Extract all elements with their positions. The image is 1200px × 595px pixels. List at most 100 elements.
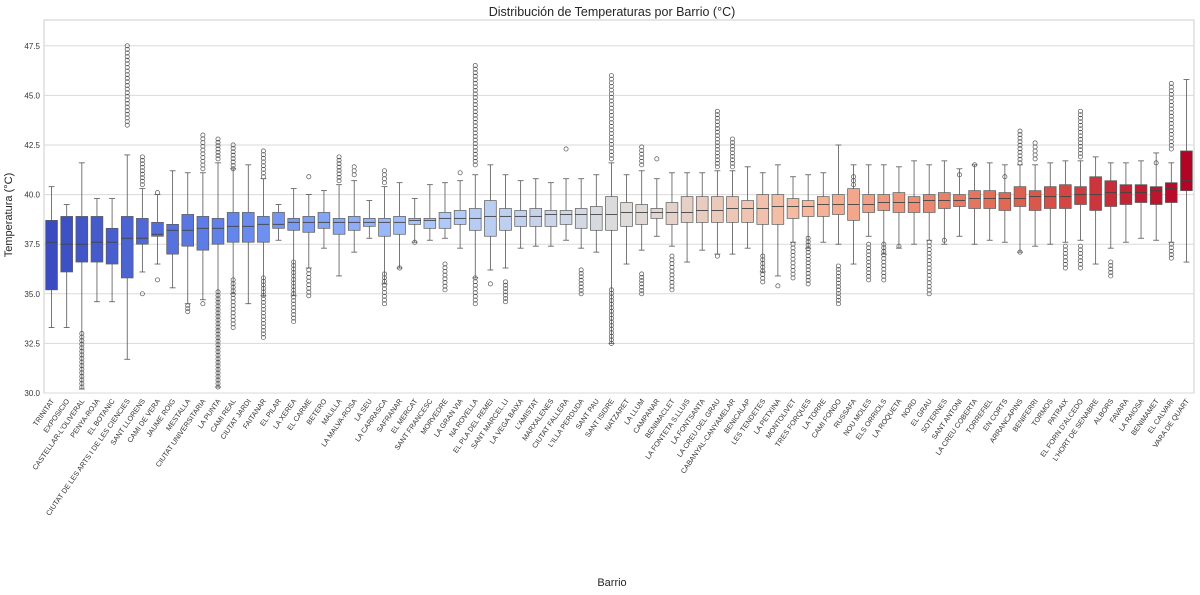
outlier-point xyxy=(124,79,130,85)
outlier-point xyxy=(790,241,796,247)
outlier-point xyxy=(730,157,735,163)
box-body xyxy=(771,194,785,225)
outlier-point xyxy=(1168,95,1174,101)
outlier-point xyxy=(382,275,387,281)
box-62 xyxy=(983,162,996,241)
outlier-point xyxy=(215,306,221,312)
outlier-point xyxy=(185,309,191,315)
outlier-point xyxy=(291,291,297,297)
outlier-point xyxy=(881,259,887,265)
outlier-point xyxy=(1078,261,1083,267)
outlier-point xyxy=(639,151,645,157)
box-44 xyxy=(711,108,724,259)
box-body xyxy=(1043,186,1057,209)
outlier-point xyxy=(382,282,387,288)
outlier-point xyxy=(790,271,796,277)
outlier-point xyxy=(200,158,206,164)
outlier-point xyxy=(730,136,735,142)
outlier-point xyxy=(139,168,145,174)
outlier-point xyxy=(730,140,735,145)
outlier-point xyxy=(291,319,297,325)
outlier-point xyxy=(230,162,236,168)
outlier-point xyxy=(926,280,932,286)
box-61 xyxy=(968,162,981,245)
outlier-point xyxy=(1062,265,1068,271)
box-body xyxy=(1149,186,1163,205)
outlier-point xyxy=(1078,115,1083,121)
box-body xyxy=(226,212,240,243)
outlier-point xyxy=(714,136,720,142)
outlier-point xyxy=(639,155,645,161)
outlier-point xyxy=(1153,160,1159,166)
outlier-point xyxy=(639,274,645,280)
outlier-point xyxy=(608,156,614,162)
outlier-point xyxy=(230,288,236,294)
box-54 xyxy=(862,164,875,283)
box-66 xyxy=(1043,162,1057,245)
outlier-point xyxy=(608,112,614,118)
box-43 xyxy=(695,172,709,251)
box-body xyxy=(120,216,134,279)
outlier-point xyxy=(472,126,478,132)
box-68 xyxy=(1074,108,1087,271)
outlier-point xyxy=(472,63,478,69)
box-42 xyxy=(680,172,694,263)
outlier-point xyxy=(805,246,811,252)
outlier-point xyxy=(291,287,297,293)
box-body xyxy=(1180,150,1193,191)
outlier-point xyxy=(472,95,478,100)
box-29 xyxy=(484,164,497,287)
outlier-point xyxy=(230,314,236,319)
outlier-point xyxy=(124,119,130,124)
outlier-point xyxy=(608,287,614,293)
outlier-point xyxy=(230,156,236,162)
outlier-point xyxy=(124,54,130,60)
outlier-point xyxy=(1078,119,1083,125)
outlier-point xyxy=(881,245,887,251)
outlier-point xyxy=(139,161,145,167)
outlier-point xyxy=(215,317,221,323)
outlier-point xyxy=(941,237,947,243)
outlier-point xyxy=(1168,245,1174,251)
outlier-point xyxy=(260,285,266,291)
box-body xyxy=(711,196,724,223)
outlier-point xyxy=(215,299,221,305)
box-24 xyxy=(408,198,421,245)
outlier-point xyxy=(1078,154,1083,160)
box-body xyxy=(590,206,603,231)
outlier-point xyxy=(79,334,85,340)
outlier-point xyxy=(730,147,735,152)
outlier-point xyxy=(669,253,675,259)
outlier-point xyxy=(1078,133,1083,139)
outlier-point xyxy=(291,305,297,311)
outlier-point xyxy=(790,260,796,266)
box-1 xyxy=(60,204,73,328)
outlier-point xyxy=(306,174,312,180)
outlier-point xyxy=(442,283,448,289)
outlier-point xyxy=(472,112,478,118)
outlier-point xyxy=(714,133,720,139)
outlier-point xyxy=(714,153,720,159)
box-body xyxy=(332,218,346,235)
outlier-point xyxy=(926,254,932,260)
outlier-point xyxy=(866,270,872,276)
outlier-point xyxy=(200,155,206,161)
outlier-point xyxy=(382,278,387,284)
outlier-point xyxy=(608,105,614,111)
outlier-point xyxy=(608,337,614,343)
outlier-point xyxy=(306,271,312,277)
outlier-point xyxy=(382,301,387,307)
outlier-point xyxy=(805,256,811,262)
outlier-point xyxy=(79,370,85,376)
outlier-point xyxy=(215,366,221,372)
outlier-point xyxy=(215,349,221,355)
outlier-point xyxy=(230,142,236,148)
outlier-point xyxy=(926,265,932,271)
box-body xyxy=(453,210,467,225)
outlier-point xyxy=(291,315,297,321)
outlier-point xyxy=(730,153,735,159)
outlier-point xyxy=(639,158,645,164)
box-body xyxy=(90,216,104,263)
box-body xyxy=(574,208,588,229)
